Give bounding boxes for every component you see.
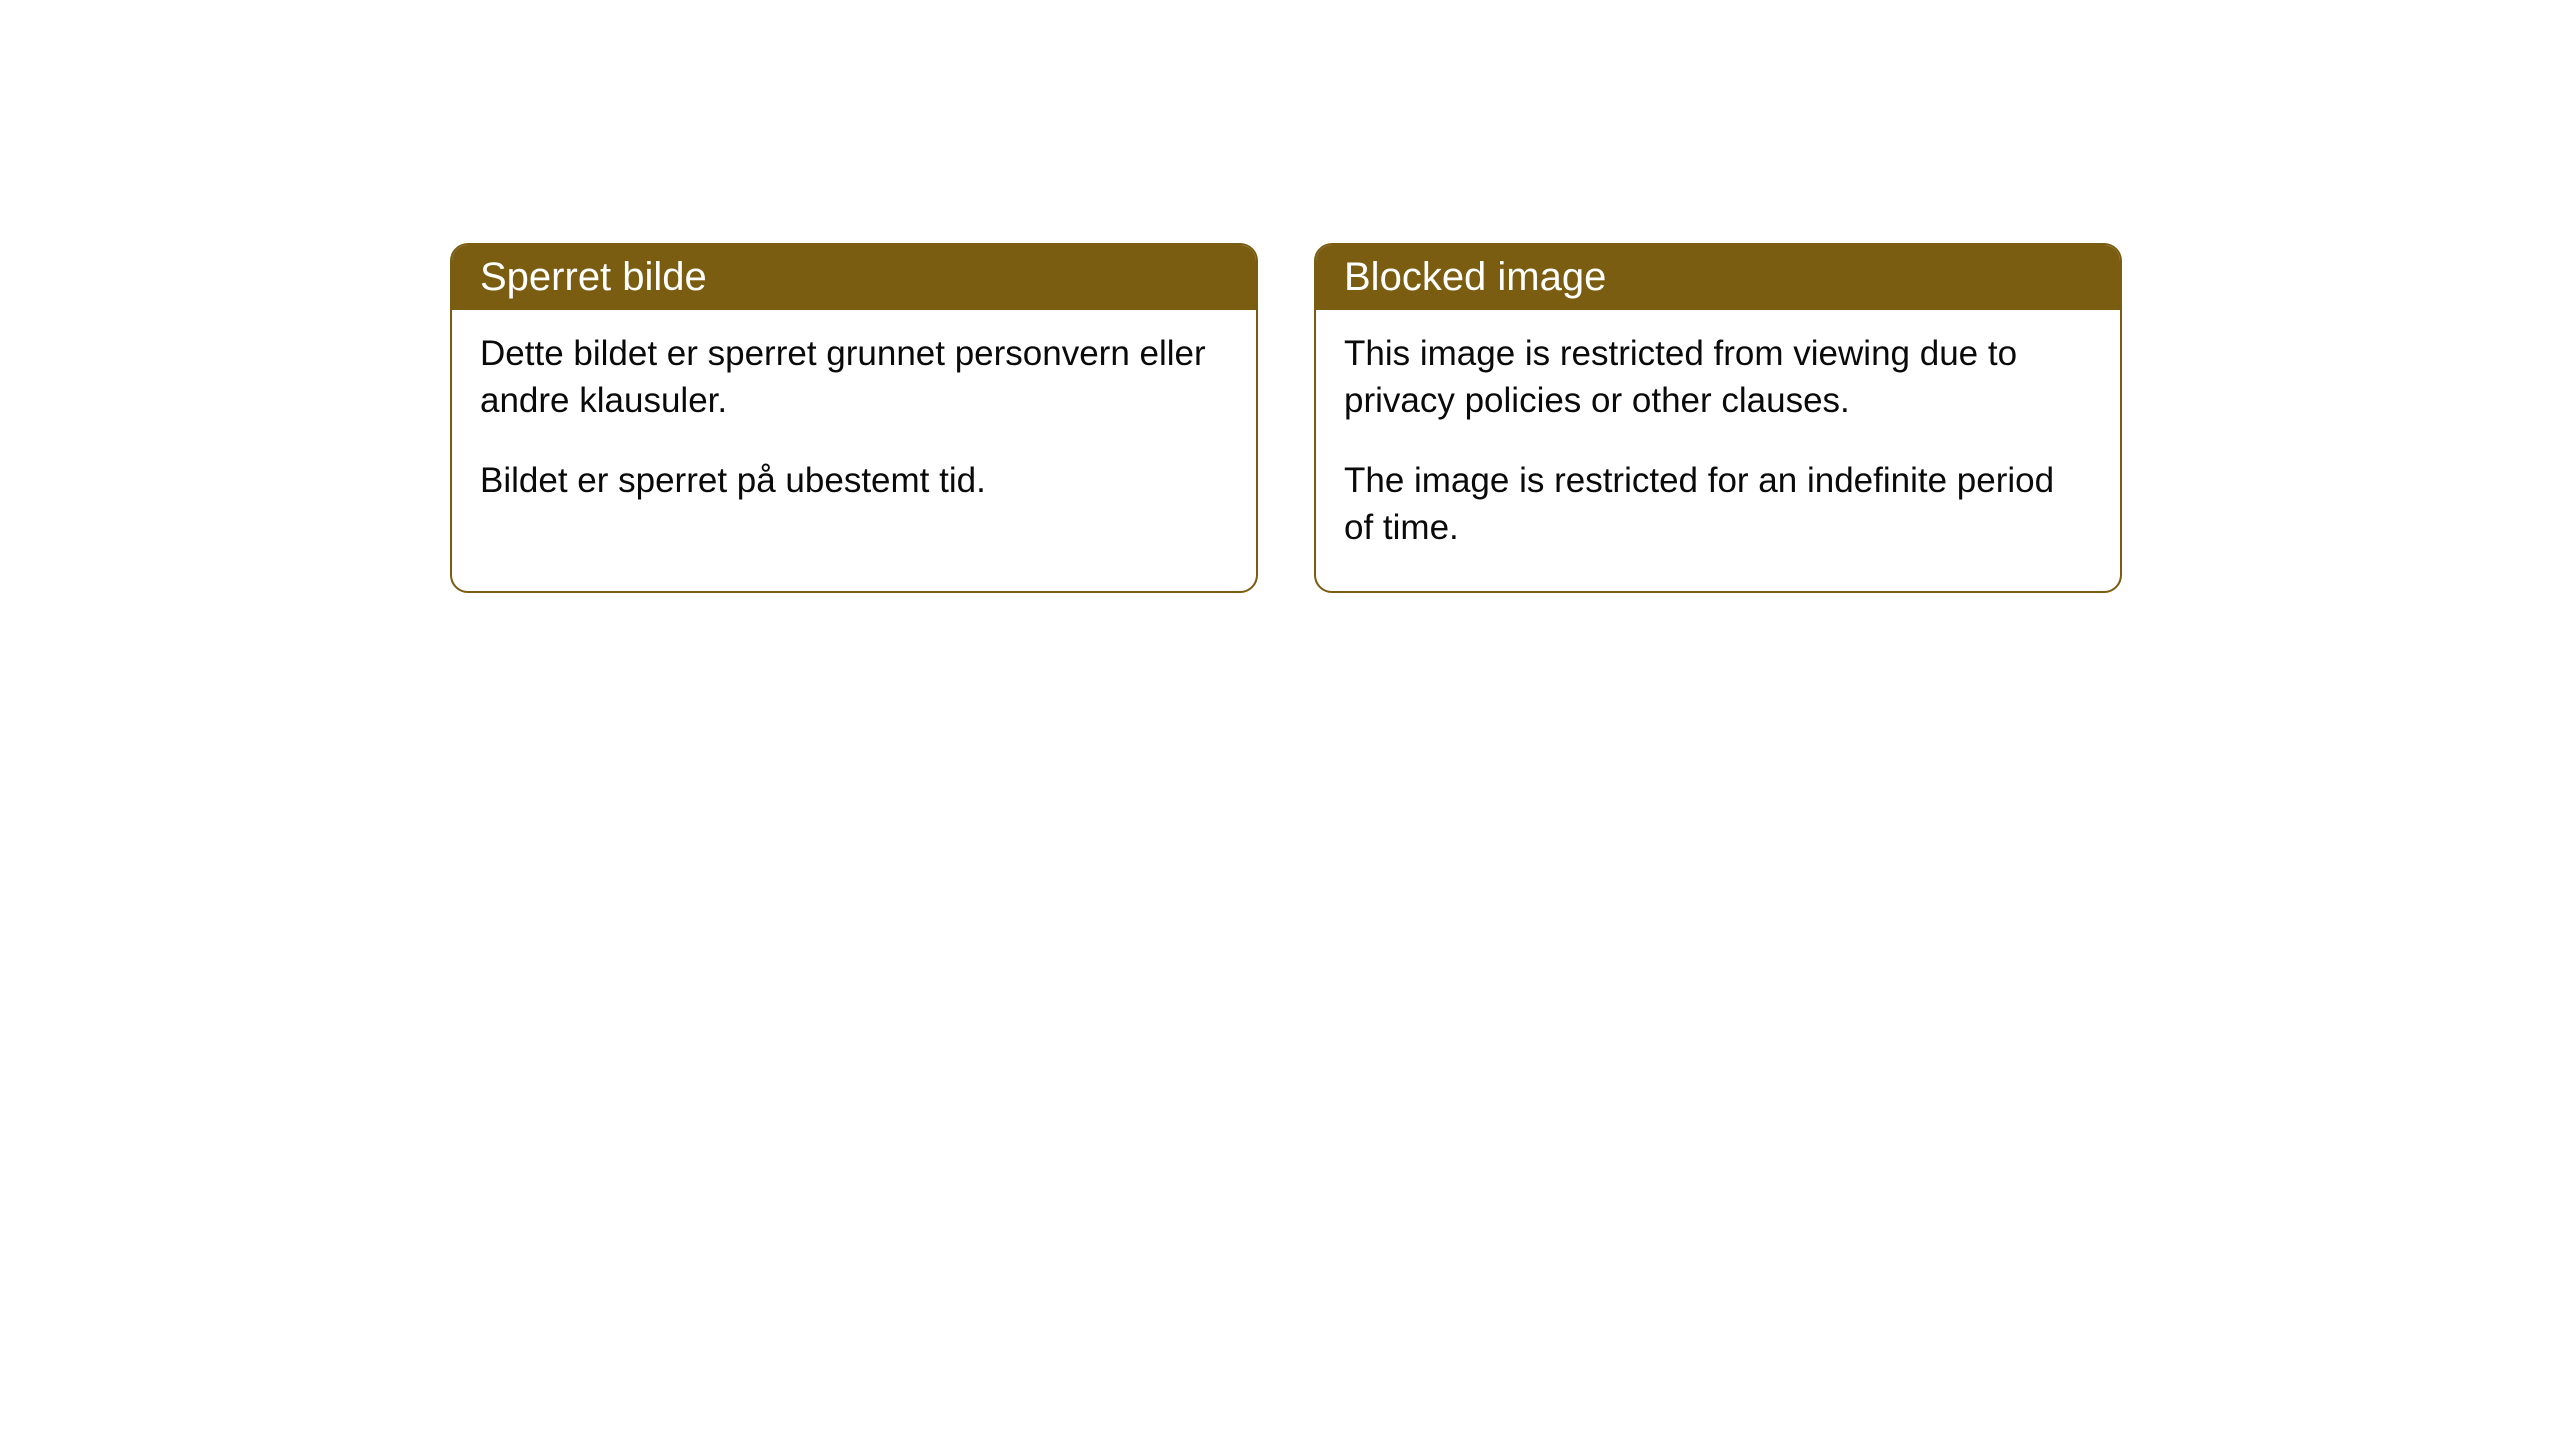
- english-card-text-2: The image is restricted for an indefinit…: [1344, 457, 2092, 552]
- norwegian-card-title: Sperret bilde: [480, 255, 707, 299]
- norwegian-card: Sperret bilde Dette bildet er sperret gr…: [450, 243, 1258, 593]
- english-card-header: Blocked image: [1316, 245, 2120, 310]
- english-card: Blocked image This image is restricted f…: [1314, 243, 2122, 593]
- norwegian-card-header: Sperret bilde: [452, 245, 1256, 310]
- english-card-title: Blocked image: [1344, 255, 1606, 299]
- norwegian-card-body: Dette bildet er sperret grunnet personve…: [452, 310, 1256, 544]
- norwegian-card-text-1: Dette bildet er sperret grunnet personve…: [480, 330, 1228, 425]
- english-card-text-1: This image is restricted from viewing du…: [1344, 330, 2092, 425]
- norwegian-card-text-2: Bildet er sperret på ubestemt tid.: [480, 457, 1228, 504]
- english-card-body: This image is restricted from viewing du…: [1316, 310, 2120, 591]
- info-cards-row: Sperret bilde Dette bildet er sperret gr…: [450, 243, 2122, 593]
